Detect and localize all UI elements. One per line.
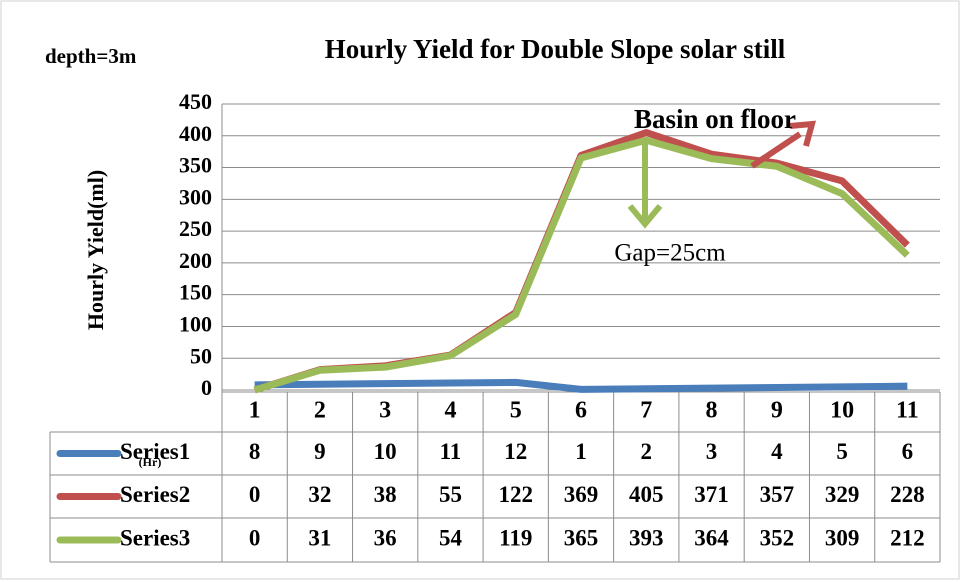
- table-value: 31: [308, 525, 331, 550]
- table-value: 32: [308, 482, 331, 507]
- x-tick-label: 4: [444, 398, 456, 424]
- x-tick-label: 3: [379, 398, 391, 424]
- x-tick-label: 9: [771, 398, 783, 424]
- annotation-arrow-head: [789, 120, 817, 147]
- table-value: 309: [825, 525, 860, 550]
- y-tick-label: 300: [179, 184, 212, 209]
- y-tick-label: 250: [179, 216, 212, 241]
- table-value: 55: [439, 482, 462, 507]
- table-value: 1: [575, 439, 587, 464]
- table-value: 365: [564, 525, 599, 550]
- table-value: 4: [771, 439, 783, 464]
- legend-label: Series1: [120, 439, 190, 464]
- table-value: 8: [249, 439, 261, 464]
- y-tick-label: 200: [179, 248, 212, 273]
- table-value: 54: [439, 525, 463, 550]
- x-tick-label: 2: [314, 398, 326, 424]
- x-unit: (Hr): [139, 455, 162, 469]
- table-value: 122: [498, 482, 533, 507]
- legend-label: Series2: [120, 482, 190, 507]
- legend-label: Series3: [120, 525, 190, 550]
- y-tick-label: 100: [179, 311, 212, 336]
- annotation: Basin on floor: [634, 104, 796, 134]
- table-value: 357: [760, 482, 795, 507]
- y-tick-label: 350: [179, 153, 212, 178]
- x-tick-label: 8: [706, 398, 718, 424]
- table-value: 212: [890, 525, 925, 550]
- table-value: 3: [706, 439, 718, 464]
- table-value: 329: [825, 482, 860, 507]
- table-value: 10: [374, 439, 397, 464]
- y-tick-label: 0: [201, 375, 212, 400]
- table-value: 36: [374, 525, 397, 550]
- y-tick-label: 150: [179, 280, 212, 305]
- x-tick-label: 1: [249, 398, 261, 424]
- x-tick-label: 10: [830, 398, 854, 424]
- y-tick-label: 50: [190, 343, 212, 368]
- table-value: 405: [629, 482, 664, 507]
- table-value: 9: [314, 439, 326, 464]
- table-value: 369: [564, 482, 599, 507]
- annotation-arrow: [750, 131, 802, 169]
- series-line: [253, 136, 910, 394]
- table-value: 371: [694, 482, 729, 507]
- table-value: 364: [694, 525, 729, 550]
- table-value: 11: [440, 439, 462, 464]
- table-value: 352: [760, 525, 795, 550]
- chart-title: Hourly Yield for Double Slope solar stil…: [325, 34, 786, 64]
- table-value: 228: [890, 482, 925, 507]
- annotation: Gap=25cm: [614, 240, 726, 267]
- series-line: [254, 378, 908, 393]
- table-value: 119: [499, 525, 532, 550]
- table-value: 38: [374, 482, 397, 507]
- x-tick-label: 6: [575, 398, 587, 424]
- table-value: 2: [641, 439, 653, 464]
- x-tick-label: 7: [640, 398, 652, 424]
- y-axis-label: Hourly Yield(ml): [83, 170, 108, 330]
- y-tick-label: 400: [179, 121, 212, 146]
- table-value: 6: [902, 439, 914, 464]
- y-tick-label: 450: [179, 89, 212, 114]
- subtitle: depth=3m: [45, 44, 137, 68]
- table-value: 0: [249, 482, 261, 507]
- annotation-arrow-head: [627, 204, 663, 229]
- table-value: 5: [836, 439, 848, 464]
- table-value: 393: [629, 525, 664, 550]
- x-tick-label: 5: [510, 398, 522, 424]
- table-value: 0: [249, 525, 261, 550]
- table-value: 12: [504, 439, 527, 464]
- x-tick-label: 11: [896, 398, 919, 424]
